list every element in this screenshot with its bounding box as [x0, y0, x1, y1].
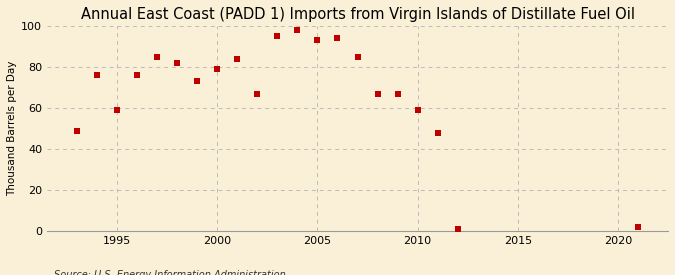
Text: Source: U.S. Energy Information Administration: Source: U.S. Energy Information Administ… [54, 271, 286, 275]
Point [632, 225, 643, 229]
Point [92, 73, 103, 77]
Point [332, 36, 343, 40]
Point [252, 92, 263, 96]
Title: Annual East Coast (PADD 1) Imports from Virgin Islands of Distillate Fuel Oil: Annual East Coast (PADD 1) Imports from … [80, 7, 634, 22]
Point [192, 79, 202, 84]
Point [111, 108, 122, 112]
Point [232, 57, 243, 61]
Point [72, 128, 82, 133]
Point [372, 92, 383, 96]
Point [172, 61, 183, 65]
Point [312, 38, 323, 42]
Point [292, 28, 303, 32]
Point [152, 54, 163, 59]
Point [412, 108, 423, 112]
Point [352, 54, 363, 59]
Y-axis label: Thousand Barrels per Day: Thousand Barrels per Day [7, 61, 17, 196]
Point [392, 92, 403, 96]
Point [272, 34, 283, 38]
Point [432, 130, 443, 135]
Point [132, 73, 142, 77]
Point [212, 67, 223, 71]
Point [452, 227, 463, 231]
